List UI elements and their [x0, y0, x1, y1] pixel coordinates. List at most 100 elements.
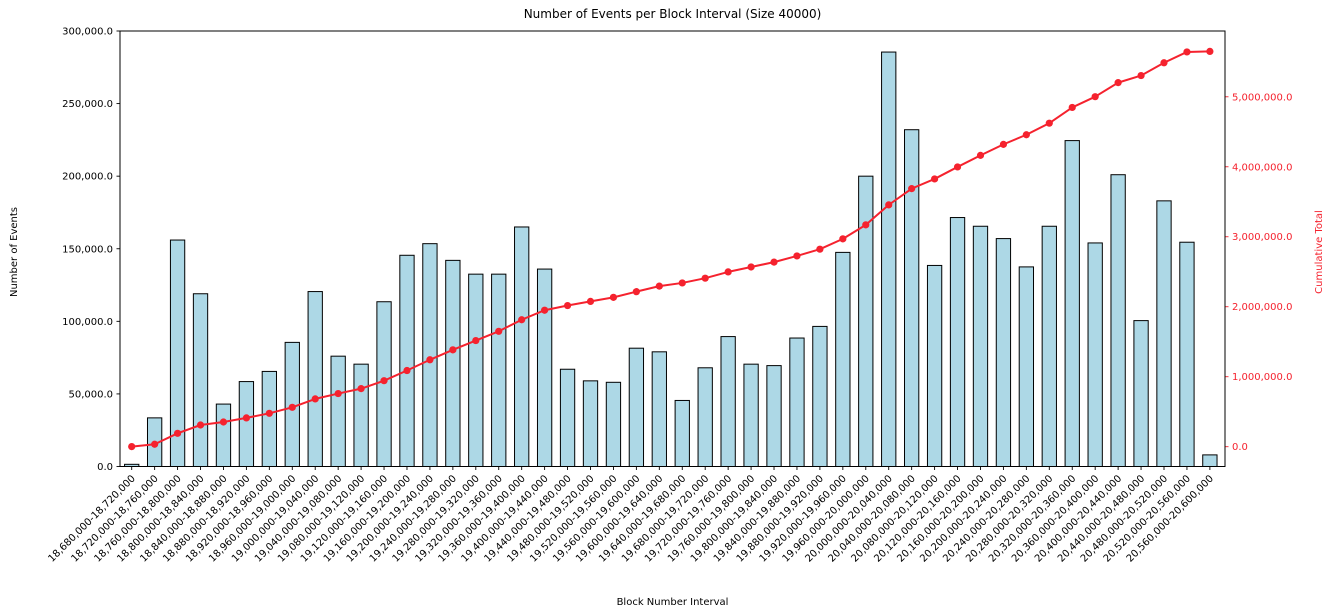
x-axis-ticks: 18,680,000-18,720,00018,720,000-18,760,0… [46, 466, 1217, 566]
bar-14 [445, 259, 461, 467]
cumulative-point-43 [1114, 79, 1122, 87]
bar-45 [1156, 200, 1172, 467]
left-tick-label-6: 300,000.0 [62, 27, 113, 38]
cumulative-point-20 [586, 297, 595, 306]
y-axis-label-right: Cumulative Total [1314, 210, 1325, 294]
left-tick-label-4: 200,000.0 [62, 172, 113, 183]
cumulative-point-1 [151, 440, 159, 448]
left-tick-label-1: 50,000.0 [68, 389, 113, 400]
bar-10 [353, 363, 369, 467]
cumulative-point-3 [196, 421, 205, 429]
cumulative-point-22 [632, 288, 640, 296]
right-tick-label-5: 5,000,000.0 [1232, 92, 1292, 103]
bar-34 [904, 129, 920, 468]
cumulative-point-28 [770, 258, 778, 266]
cumulative-point-38 [999, 140, 1008, 148]
bar-28 [766, 365, 782, 467]
cumulative-point-39 [1022, 131, 1030, 139]
cumulative-point-35 [931, 175, 939, 183]
right-tick-label-1: 1,000,000.0 [1232, 372, 1292, 383]
cumulative-point-7 [288, 403, 296, 411]
bar-23 [651, 351, 667, 468]
bar-38 [995, 238, 1012, 467]
cumulative-point-36 [953, 163, 962, 171]
y-axis-label-left: Number of Events [9, 207, 20, 297]
cumulative-point-19 [563, 301, 572, 310]
cumulative-point-10 [357, 385, 365, 393]
bar-25 [697, 367, 713, 468]
cumulative-point-41 [1068, 103, 1076, 112]
bar-20 [582, 380, 599, 468]
cumulative-line-group [128, 47, 1214, 451]
bar-15 [468, 273, 484, 467]
bar-46 [1179, 241, 1195, 467]
bar-31 [835, 251, 851, 467]
cumulative-point-6 [265, 409, 273, 417]
cumulative-point-40 [1045, 119, 1053, 127]
cumulative-point-18 [541, 306, 549, 314]
bar-22 [628, 347, 645, 467]
bar-42 [1087, 242, 1103, 467]
cumulative-point-29 [793, 252, 801, 260]
bar-9 [330, 355, 346, 468]
bar-16 [491, 273, 507, 467]
bar-29 [789, 337, 805, 467]
cumulative-point-34 [908, 185, 916, 193]
bar-41 [1064, 140, 1080, 467]
bar-5 [238, 381, 255, 467]
cumulative-point-5 [242, 414, 250, 422]
right-axis-ticks: 0.0 1,000,000.0 2,000,000.0 3,000,000.0 4,00… [1225, 92, 1292, 453]
bars-group [124, 51, 1218, 468]
cumulative-point-24 [678, 279, 686, 287]
cumulative-point-37 [976, 151, 985, 159]
cumulative-point-16 [495, 327, 503, 335]
bar-13 [422, 243, 438, 467]
cumulative-point-33 [885, 201, 893, 209]
cumulative-point-14 [449, 346, 457, 354]
cumulative-point-25 [701, 274, 709, 282]
cumulative-point-44 [1137, 71, 1145, 80]
cumulative-point-13 [426, 356, 434, 364]
bar-43 [1110, 174, 1126, 468]
cumulative-point-8 [311, 395, 319, 403]
left-tick-label-0: 0.0 [97, 462, 113, 473]
cumulative-point-26 [724, 268, 732, 276]
cumulative-point-31 [839, 235, 847, 243]
left-tick-label-2: 100,000.0 [62, 317, 113, 328]
bar-19 [559, 368, 576, 467]
chart-title: Number of Events per Block Interval (Siz… [524, 7, 822, 21]
bar-37 [972, 225, 989, 467]
bar-12 [399, 254, 415, 467]
bar-6 [261, 370, 277, 468]
left-axis-ticks: 0.0 50,000.0 100,000.0 150,000.0 200,000.0 25… [62, 27, 120, 473]
cumulative-point-21 [609, 293, 618, 301]
right-tick-label-4: 4,000,000.0 [1232, 162, 1292, 173]
bar-18 [536, 268, 553, 467]
cumulative-point-4 [219, 418, 228, 426]
bar-3 [192, 293, 209, 467]
cumulative-point-47 [1206, 47, 1214, 56]
bar-44 [1133, 320, 1149, 467]
cumulative-point-12 [403, 366, 411, 375]
cumulative-point-15 [472, 336, 480, 345]
bar-40 [1041, 225, 1057, 467]
bar-24 [674, 399, 690, 468]
bar-26 [720, 336, 736, 467]
cumulative-point-32 [862, 221, 870, 229]
bar-4 [215, 403, 232, 467]
cumulative-point-2 [173, 429, 182, 437]
cumulative-point-45 [1160, 59, 1168, 67]
right-tick-label-0: 0.0 [1232, 442, 1248, 453]
right-tick-label-3: 3,000,000.0 [1232, 232, 1292, 243]
left-tick-label-3: 150,000.0 [62, 244, 113, 255]
left-tick-label-5: 250,000.0 [62, 99, 113, 110]
cumulative-point-42 [1091, 93, 1099, 101]
bar-8 [307, 291, 323, 467]
cumulative-line [131, 50, 1210, 448]
bar-36 [949, 217, 966, 467]
bar-27 [743, 363, 759, 467]
bar-35 [926, 264, 943, 467]
bar-21 [605, 381, 622, 467]
x-axis-label: Block Number Interval [617, 597, 729, 608]
